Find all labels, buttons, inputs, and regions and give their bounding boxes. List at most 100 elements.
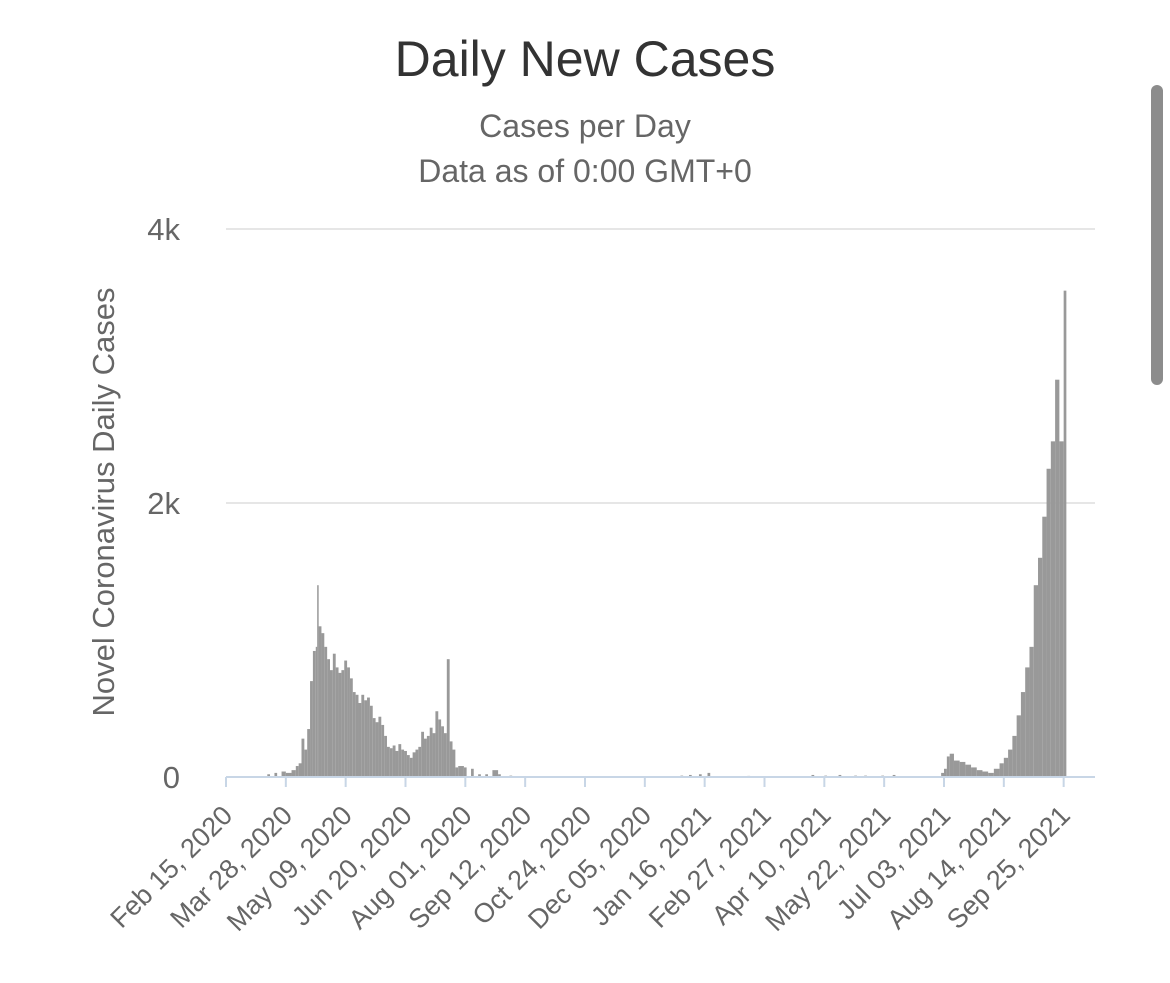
bar[interactable] — [315, 646, 318, 777]
bar[interactable] — [1033, 585, 1039, 777]
bar[interactable] — [999, 763, 1004, 777]
bar[interactable] — [324, 646, 328, 777]
bar[interactable] — [1050, 441, 1056, 777]
bar[interactable] — [993, 768, 1000, 777]
bar[interactable] — [443, 733, 447, 777]
bar[interactable] — [312, 650, 316, 777]
bar[interactable] — [341, 670, 345, 777]
bar[interactable] — [463, 767, 467, 777]
bar[interactable] — [435, 711, 439, 777]
bar[interactable] — [412, 752, 416, 777]
bar[interactable] — [432, 733, 436, 777]
bar[interactable] — [943, 768, 947, 777]
bar[interactable] — [267, 774, 271, 777]
bar[interactable] — [449, 741, 453, 777]
bar[interactable] — [378, 716, 382, 777]
bar[interactable] — [1038, 557, 1043, 777]
bar[interactable] — [1012, 735, 1017, 777]
bar[interactable] — [358, 703, 362, 777]
bar[interactable] — [424, 738, 427, 777]
bar[interactable] — [1016, 715, 1021, 777]
bar[interactable] — [441, 726, 444, 777]
bar[interactable] — [976, 770, 983, 777]
bar[interactable] — [982, 771, 989, 777]
bar[interactable] — [281, 771, 286, 777]
bar[interactable] — [698, 774, 702, 777]
bar[interactable] — [318, 626, 322, 777]
bar[interactable] — [458, 766, 464, 777]
bar[interactable] — [367, 697, 370, 777]
bar[interactable] — [946, 756, 950, 777]
bar[interactable] — [941, 772, 944, 777]
bar[interactable] — [406, 755, 410, 777]
bar[interactable] — [298, 763, 302, 777]
bar[interactable] — [392, 745, 396, 777]
bar[interactable] — [364, 700, 368, 777]
bar[interactable] — [971, 767, 977, 777]
bar[interactable] — [291, 770, 296, 777]
bar[interactable] — [498, 774, 501, 777]
scrollbar-thumb[interactable] — [1151, 85, 1163, 385]
bar[interactable] — [1003, 757, 1009, 777]
bar[interactable] — [381, 724, 385, 777]
bar[interactable] — [274, 772, 278, 777]
bar[interactable] — [1029, 646, 1034, 777]
bar[interactable] — [375, 722, 379, 777]
bar[interactable] — [988, 772, 994, 777]
bar[interactable] — [485, 774, 488, 777]
bar[interactable] — [347, 667, 350, 777]
bar[interactable] — [1020, 692, 1026, 777]
bar[interactable] — [369, 705, 373, 777]
bar[interactable] — [355, 694, 359, 777]
bar[interactable] — [1055, 379, 1060, 777]
bar[interactable] — [1042, 516, 1047, 777]
bar[interactable] — [965, 764, 972, 777]
bar[interactable] — [953, 760, 960, 777]
bar[interactable] — [438, 719, 442, 777]
bar[interactable] — [446, 659, 450, 777]
bar[interactable] — [404, 750, 407, 777]
bar[interactable] — [327, 659, 330, 777]
bar[interactable] — [838, 774, 842, 777]
bar[interactable] — [892, 774, 896, 777]
bar[interactable] — [335, 667, 339, 777]
bar[interactable] — [688, 774, 692, 777]
bar[interactable] — [1046, 468, 1051, 777]
bar[interactable] — [304, 749, 308, 777]
bar[interactable] — [421, 731, 425, 777]
bar[interactable] — [310, 681, 313, 777]
bar[interactable] — [338, 672, 342, 777]
bar[interactable] — [372, 718, 376, 777]
bar[interactable] — [384, 735, 387, 777]
bar[interactable] — [389, 748, 393, 777]
bar[interactable] — [285, 772, 292, 777]
bar[interactable] — [344, 660, 348, 777]
bar[interactable] — [1008, 749, 1013, 777]
bar[interactable] — [959, 761, 966, 777]
bar[interactable] — [398, 744, 402, 777]
bar[interactable] — [352, 692, 356, 777]
bar[interactable] — [295, 766, 299, 777]
bar[interactable] — [811, 774, 815, 777]
bar[interactable] — [418, 746, 422, 777]
bar[interactable] — [426, 735, 430, 777]
bar[interactable] — [307, 729, 311, 777]
bar[interactable] — [492, 770, 499, 777]
bar[interactable] — [301, 738, 305, 777]
bar[interactable] — [317, 585, 319, 777]
bar[interactable] — [329, 670, 333, 777]
bar[interactable] — [409, 757, 413, 777]
bar[interactable] — [321, 633, 325, 777]
bar[interactable] — [415, 749, 419, 777]
bar[interactable] — [429, 727, 433, 777]
bar[interactable] — [707, 772, 711, 777]
bar[interactable] — [452, 749, 456, 777]
bar[interactable] — [386, 746, 390, 777]
bar[interactable] — [361, 694, 365, 777]
bar[interactable] — [1063, 290, 1067, 777]
bar[interactable] — [1025, 667, 1030, 777]
bar[interactable] — [332, 653, 336, 777]
bar[interactable] — [478, 774, 481, 777]
bar[interactable] — [395, 750, 399, 777]
bar[interactable] — [471, 768, 474, 777]
